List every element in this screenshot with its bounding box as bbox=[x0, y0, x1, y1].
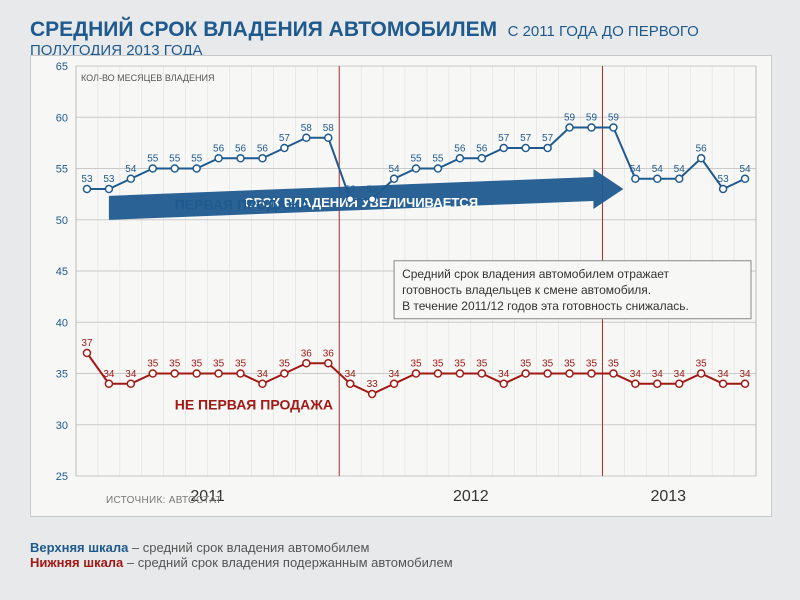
svg-text:58: 58 bbox=[301, 123, 313, 134]
svg-text:54: 54 bbox=[652, 164, 664, 175]
svg-text:52: 52 bbox=[345, 184, 357, 195]
svg-text:59: 59 bbox=[564, 113, 576, 124]
svg-text:50: 50 bbox=[56, 215, 68, 227]
legend-top-label: Верхняя шкала bbox=[30, 540, 128, 555]
svg-text:56: 56 bbox=[257, 143, 269, 154]
svg-text:Средний срок владения автомоби: Средний срок владения автомобилем отража… bbox=[402, 267, 669, 281]
svg-text:35: 35 bbox=[564, 359, 576, 370]
legend-bot-label: Нижняя шкала bbox=[30, 555, 123, 570]
svg-text:55: 55 bbox=[410, 154, 422, 165]
svg-text:35: 35 bbox=[586, 359, 598, 370]
svg-text:2013: 2013 bbox=[650, 488, 686, 505]
svg-text:56: 56 bbox=[696, 143, 708, 154]
svg-text:60: 60 bbox=[56, 112, 68, 124]
svg-text:34: 34 bbox=[652, 369, 664, 380]
svg-text:54: 54 bbox=[674, 164, 686, 175]
svg-text:35: 35 bbox=[410, 359, 422, 370]
svg-text:55: 55 bbox=[191, 154, 203, 165]
svg-text:56: 56 bbox=[213, 143, 225, 154]
svg-text:65: 65 bbox=[56, 61, 68, 73]
legend-top-desc: – средний срок владения автомобилем bbox=[128, 540, 369, 555]
svg-text:34: 34 bbox=[389, 369, 401, 380]
svg-text:35: 35 bbox=[476, 359, 488, 370]
svg-text:59: 59 bbox=[608, 113, 620, 124]
svg-text:33: 33 bbox=[367, 379, 379, 390]
svg-text:34: 34 bbox=[739, 369, 751, 380]
svg-text:54: 54 bbox=[125, 164, 137, 175]
legend: Верхняя шкала – средний срок владения ав… bbox=[30, 540, 453, 570]
svg-text:40: 40 bbox=[56, 317, 68, 329]
svg-text:36: 36 bbox=[301, 348, 313, 359]
svg-text:35: 35 bbox=[279, 359, 291, 370]
svg-text:53: 53 bbox=[81, 174, 93, 185]
legend-top: Верхняя шкала – средний срок владения ав… bbox=[30, 540, 453, 555]
svg-text:34: 34 bbox=[718, 369, 730, 380]
chart-svg: 25 30 35 40 45 50 55 60 65 КОЛ-ВО МЕСЯЦЕВ ВЛАДЕНИ… bbox=[31, 56, 771, 516]
svg-text:54: 54 bbox=[389, 164, 401, 175]
svg-text:35: 35 bbox=[147, 359, 159, 370]
svg-text:35: 35 bbox=[56, 369, 68, 381]
svg-text:55: 55 bbox=[147, 154, 159, 165]
svg-text:ПЕРВАЯ ПРОДАЖА: ПЕРВАЯ ПРОДАЖА bbox=[175, 197, 310, 213]
legend-bot: Нижняя шкала – средний срок владения под… bbox=[30, 555, 453, 570]
svg-text:54: 54 bbox=[739, 164, 751, 175]
svg-text:34: 34 bbox=[674, 369, 686, 380]
svg-text:37: 37 bbox=[81, 338, 93, 349]
svg-text:35: 35 bbox=[235, 359, 247, 370]
svg-text:КОЛ-ВО МЕСЯЦЕВ ВЛАДЕНИЯ: КОЛ-ВО МЕСЯЦЕВ ВЛАДЕНИЯ bbox=[81, 73, 215, 83]
svg-text:36: 36 bbox=[323, 348, 335, 359]
svg-text:55: 55 bbox=[432, 154, 444, 165]
svg-text:57: 57 bbox=[520, 133, 532, 144]
svg-text:34: 34 bbox=[103, 369, 115, 380]
svg-text:34: 34 bbox=[257, 369, 269, 380]
svg-text:55: 55 bbox=[56, 164, 68, 176]
svg-text:56: 56 bbox=[454, 143, 466, 154]
svg-text:34: 34 bbox=[345, 369, 357, 380]
svg-text:35: 35 bbox=[542, 359, 554, 370]
page: СРЕДНИЙ СРОК ВЛАДЕНИЯ АВТОМОБИЛЕМ С 2011… bbox=[0, 0, 800, 600]
svg-text:35: 35 bbox=[213, 359, 225, 370]
svg-text:34: 34 bbox=[630, 369, 642, 380]
svg-text:35: 35 bbox=[169, 359, 181, 370]
svg-text:35: 35 bbox=[520, 359, 532, 370]
svg-text:готовность владельцев к смене: готовность владельцев к смене автомобиля… bbox=[402, 283, 651, 297]
svg-text:35: 35 bbox=[696, 359, 708, 370]
svg-text:35: 35 bbox=[432, 359, 444, 370]
source-label: ИСТОЧНИК: АВТОСТАТ bbox=[106, 495, 222, 506]
svg-text:57: 57 bbox=[279, 133, 291, 144]
svg-text:58: 58 bbox=[323, 123, 335, 134]
svg-text:45: 45 bbox=[56, 266, 68, 278]
svg-text:30: 30 bbox=[56, 420, 68, 432]
svg-text:35: 35 bbox=[454, 359, 466, 370]
svg-text:НЕ ПЕРВАЯ ПРОДАЖА: НЕ ПЕРВАЯ ПРОДАЖА bbox=[175, 396, 333, 412]
svg-text:25: 25 bbox=[56, 471, 68, 483]
svg-text:2012: 2012 bbox=[453, 488, 489, 505]
svg-text:56: 56 bbox=[235, 143, 247, 154]
svg-text:34: 34 bbox=[498, 369, 510, 380]
svg-text:53: 53 bbox=[718, 174, 730, 185]
svg-text:34: 34 bbox=[125, 369, 137, 380]
svg-text:35: 35 bbox=[191, 359, 203, 370]
svg-text:52: 52 bbox=[367, 184, 379, 195]
legend-bot-desc: – средний срок владения подержанным авто… bbox=[123, 555, 452, 570]
svg-text:57: 57 bbox=[498, 133, 510, 144]
svg-text:57: 57 bbox=[542, 133, 554, 144]
svg-text:35: 35 bbox=[608, 359, 620, 370]
svg-text:В течение 2011/12 годов эта го: В течение 2011/12 годов эта готовность с… bbox=[402, 299, 689, 313]
chart-area: 25 30 35 40 45 50 55 60 65 КОЛ-ВО МЕСЯЦЕВ ВЛАДЕНИ… bbox=[30, 55, 772, 517]
svg-text:54: 54 bbox=[630, 164, 642, 175]
svg-text:56: 56 bbox=[476, 143, 488, 154]
svg-text:59: 59 bbox=[586, 113, 598, 124]
svg-text:55: 55 bbox=[169, 154, 181, 165]
svg-text:53: 53 bbox=[103, 174, 115, 185]
chart-title-main: СРЕДНИЙ СРОК ВЛАДЕНИЯ АВТОМОБИЛЕМ bbox=[30, 18, 497, 41]
